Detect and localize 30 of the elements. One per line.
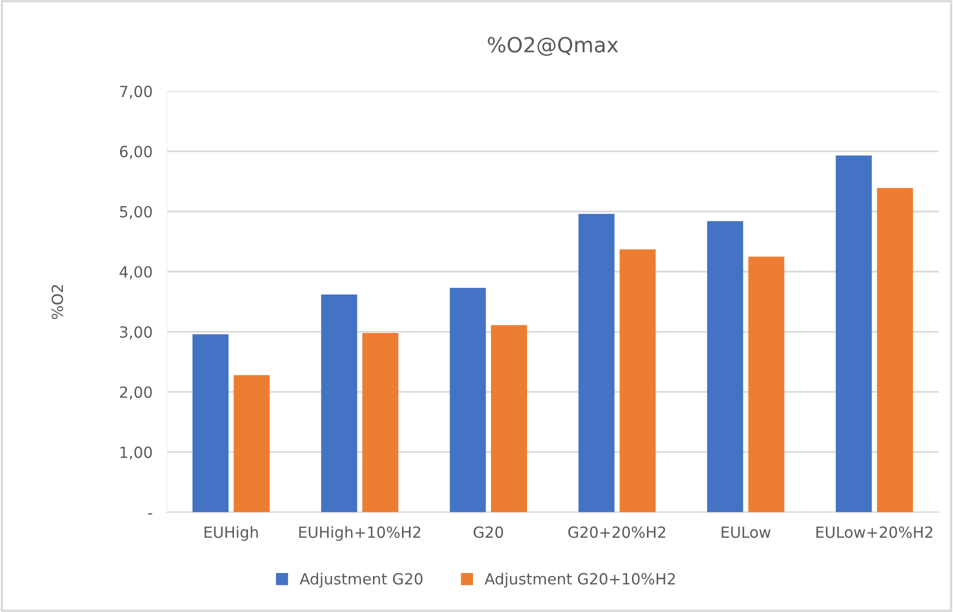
bar [876,188,913,512]
bar [192,334,229,512]
legend-label: Adjustment G20+10%H2 [484,572,675,588]
y-axis-title: %O2 [52,285,64,320]
bar [707,221,744,512]
y-tick-label: 3,00 [120,326,152,340]
y-tick-label: - [148,513,152,514]
x-tick-label: EULow [722,526,771,538]
bar [490,325,528,512]
x-tick-label: EUHigh+10%H2 [299,526,420,541]
y-tick-label: 7,00 [120,86,152,99]
y-tick-label: 4,00 [120,266,152,280]
y-tick-label: 2,00 [120,386,152,400]
bar [836,156,872,512]
x-tick-label: EULow+20%H2 [816,526,932,538]
bar [748,256,784,512]
y-tick-label: 1,00 [120,446,152,460]
bar [620,249,656,512]
bar [321,294,358,512]
legend-label: Adjustment G20 [300,572,422,588]
y-tick-label: 5,00 [120,206,152,220]
bar [234,375,270,512]
chart-title: %O2@Qmax [488,36,618,56]
x-tick-label: G20 [474,526,504,538]
y-tick-label: 6,00 [120,146,152,159]
x-tick-label: G20+20%H2 [568,526,666,538]
bar [578,214,614,512]
bar [450,288,486,512]
bar [362,332,398,512]
x-tick-label: EUHigh [204,526,258,541]
